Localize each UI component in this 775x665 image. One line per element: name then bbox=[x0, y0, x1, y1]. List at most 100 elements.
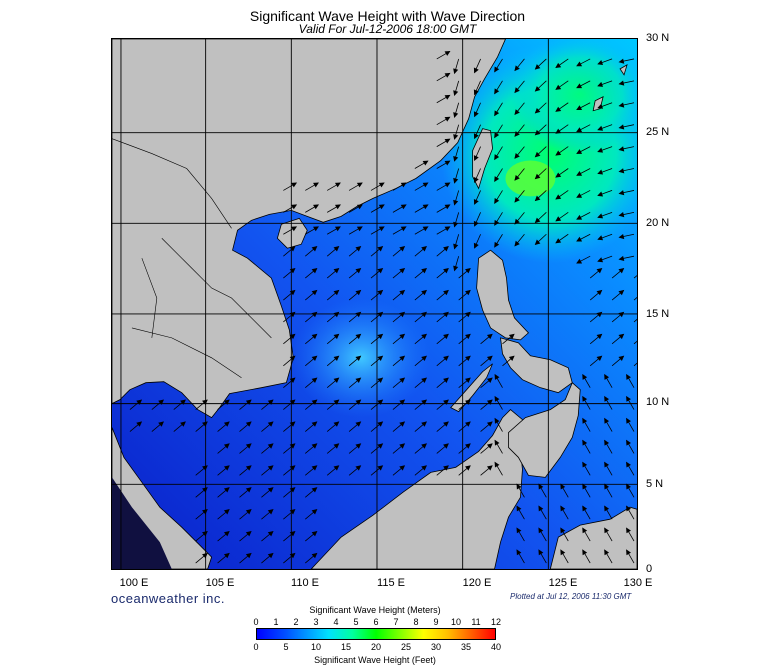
wave-arrow-head bbox=[465, 289, 471, 296]
wave-arrow bbox=[633, 275, 637, 279]
wave-arrow-head bbox=[421, 465, 427, 471]
wave-arrow-head bbox=[422, 204, 429, 210]
wave-arrow-head bbox=[399, 289, 406, 296]
wave-arrow-head bbox=[494, 219, 500, 226]
wave-arrow-head bbox=[223, 487, 230, 493]
wave-arrow-head bbox=[465, 443, 471, 449]
wave-arrow-head bbox=[311, 399, 318, 405]
wave-arrow-head bbox=[334, 204, 341, 210]
wave-arrow-head bbox=[555, 238, 562, 244]
wave-arrow-head bbox=[494, 417, 500, 424]
lon-label: 115 E bbox=[377, 577, 405, 589]
luzon bbox=[476, 249, 529, 341]
borneo bbox=[310, 409, 529, 569]
wave-arrow-head bbox=[560, 505, 566, 512]
wave-arrow-head bbox=[245, 443, 252, 449]
wave-arrow-head bbox=[618, 267, 625, 274]
wave-arrow-head bbox=[443, 267, 449, 274]
wave-arrow-head bbox=[333, 289, 340, 296]
wave-arrow-head bbox=[377, 399, 384, 405]
wave-arrow-head bbox=[473, 220, 479, 227]
wave-arrow-head bbox=[618, 124, 625, 130]
wave-arrow-head bbox=[576, 236, 583, 242]
wave-arrow-head bbox=[311, 311, 318, 318]
wave-arrow-head bbox=[289, 333, 296, 340]
wave-arrow-head bbox=[313, 204, 320, 210]
wave-arrow-head bbox=[355, 465, 362, 471]
wave-arrow-head bbox=[555, 84, 562, 90]
wave-arrow-head bbox=[618, 212, 625, 218]
wave-arrow-head bbox=[555, 150, 562, 156]
colorbar-meter-tick: 0 bbox=[253, 617, 259, 627]
wave-arrow-head bbox=[516, 505, 522, 512]
wave-arrow-head bbox=[223, 552, 230, 559]
wave-arrow-head bbox=[473, 67, 479, 74]
colorbar-title-feet: Significant Wave Height (Feet) bbox=[314, 655, 436, 665]
wave-arrow-head bbox=[626, 439, 631, 446]
wave-arrow-head bbox=[377, 421, 384, 427]
wave-arrow-head bbox=[267, 552, 274, 559]
wave-arrow-head bbox=[618, 102, 625, 108]
wave-arrow-head bbox=[421, 443, 427, 449]
colorbar-meter-tick: 10 bbox=[450, 617, 461, 627]
wave-arrow-head bbox=[597, 213, 604, 219]
wave-arrow-head bbox=[289, 443, 296, 449]
wave-arrow-head bbox=[494, 110, 500, 117]
wave-arrow-head bbox=[534, 217, 541, 224]
wave-arrow bbox=[633, 340, 637, 345]
lon-label: 105 E bbox=[205, 577, 235, 589]
wave-arrow-head bbox=[399, 311, 406, 318]
colorbar-meter-tick: 4 bbox=[333, 617, 339, 627]
wave-arrow-head bbox=[333, 421, 340, 427]
wave-arrow-head bbox=[421, 289, 427, 296]
wave-arrow-head bbox=[618, 233, 625, 240]
wave-height-map bbox=[111, 38, 638, 570]
wave-arrow-head bbox=[444, 182, 451, 188]
mainland-asia bbox=[112, 39, 506, 419]
wave-arrow-head bbox=[289, 311, 296, 318]
wave-arrow-head bbox=[465, 399, 471, 405]
wave-arrow-head bbox=[356, 226, 363, 232]
colorbar-meter-tick: 11 bbox=[471, 617, 481, 627]
wave-arrow-head bbox=[473, 177, 479, 183]
wave-arrow-head bbox=[486, 377, 493, 383]
wave-arrow-head bbox=[223, 509, 230, 515]
wave-arrow-head bbox=[555, 106, 562, 112]
wave-arrow-head bbox=[516, 483, 522, 490]
colorbar-meter-tick: 3 bbox=[313, 617, 319, 627]
wave-arrow-head bbox=[355, 333, 362, 340]
wave-arrow-head bbox=[399, 421, 406, 427]
colorbar-feet-tick: 25 bbox=[400, 642, 411, 652]
wave-arrow-head bbox=[486, 465, 493, 471]
wave-arrow-head bbox=[576, 61, 583, 67]
wave-arrow-head bbox=[444, 226, 451, 232]
wave-arrow-head bbox=[180, 399, 186, 405]
wave-arrow-head bbox=[313, 182, 320, 188]
wave-arrow-head bbox=[443, 421, 449, 427]
wave-arrow-head bbox=[534, 107, 541, 114]
wave-arrow-head bbox=[626, 461, 631, 468]
wave-arrow-head bbox=[311, 552, 318, 559]
wave-arrow-head bbox=[473, 111, 479, 118]
wave-arrow-head bbox=[516, 549, 522, 556]
wave-arrow-head bbox=[604, 505, 610, 512]
wave-arrow-head bbox=[576, 258, 583, 264]
wave-arrow-head bbox=[494, 439, 500, 446]
wave-arrow-head bbox=[626, 483, 631, 490]
wave-arrow-head bbox=[180, 421, 186, 427]
wave-arrow-head bbox=[626, 549, 631, 556]
colorbar-meter-tick: 5 bbox=[353, 617, 359, 627]
lat-label: 20 N bbox=[646, 217, 670, 229]
colorbar-feet-tick: 20 bbox=[370, 642, 381, 652]
wave-arrow-head bbox=[158, 399, 164, 405]
wave-arrow-head bbox=[136, 421, 143, 427]
wave-arrow-head bbox=[465, 377, 471, 383]
wave-arrow-head bbox=[444, 51, 451, 56]
graticule bbox=[112, 39, 637, 569]
wave-arrow-head bbox=[355, 246, 362, 252]
wave-arrow-head bbox=[596, 267, 603, 274]
wave-arrow-head bbox=[158, 421, 164, 427]
wave-arrow-head bbox=[378, 204, 385, 210]
wave-arrow-head bbox=[576, 192, 583, 198]
wave-arrow-head bbox=[443, 289, 449, 296]
